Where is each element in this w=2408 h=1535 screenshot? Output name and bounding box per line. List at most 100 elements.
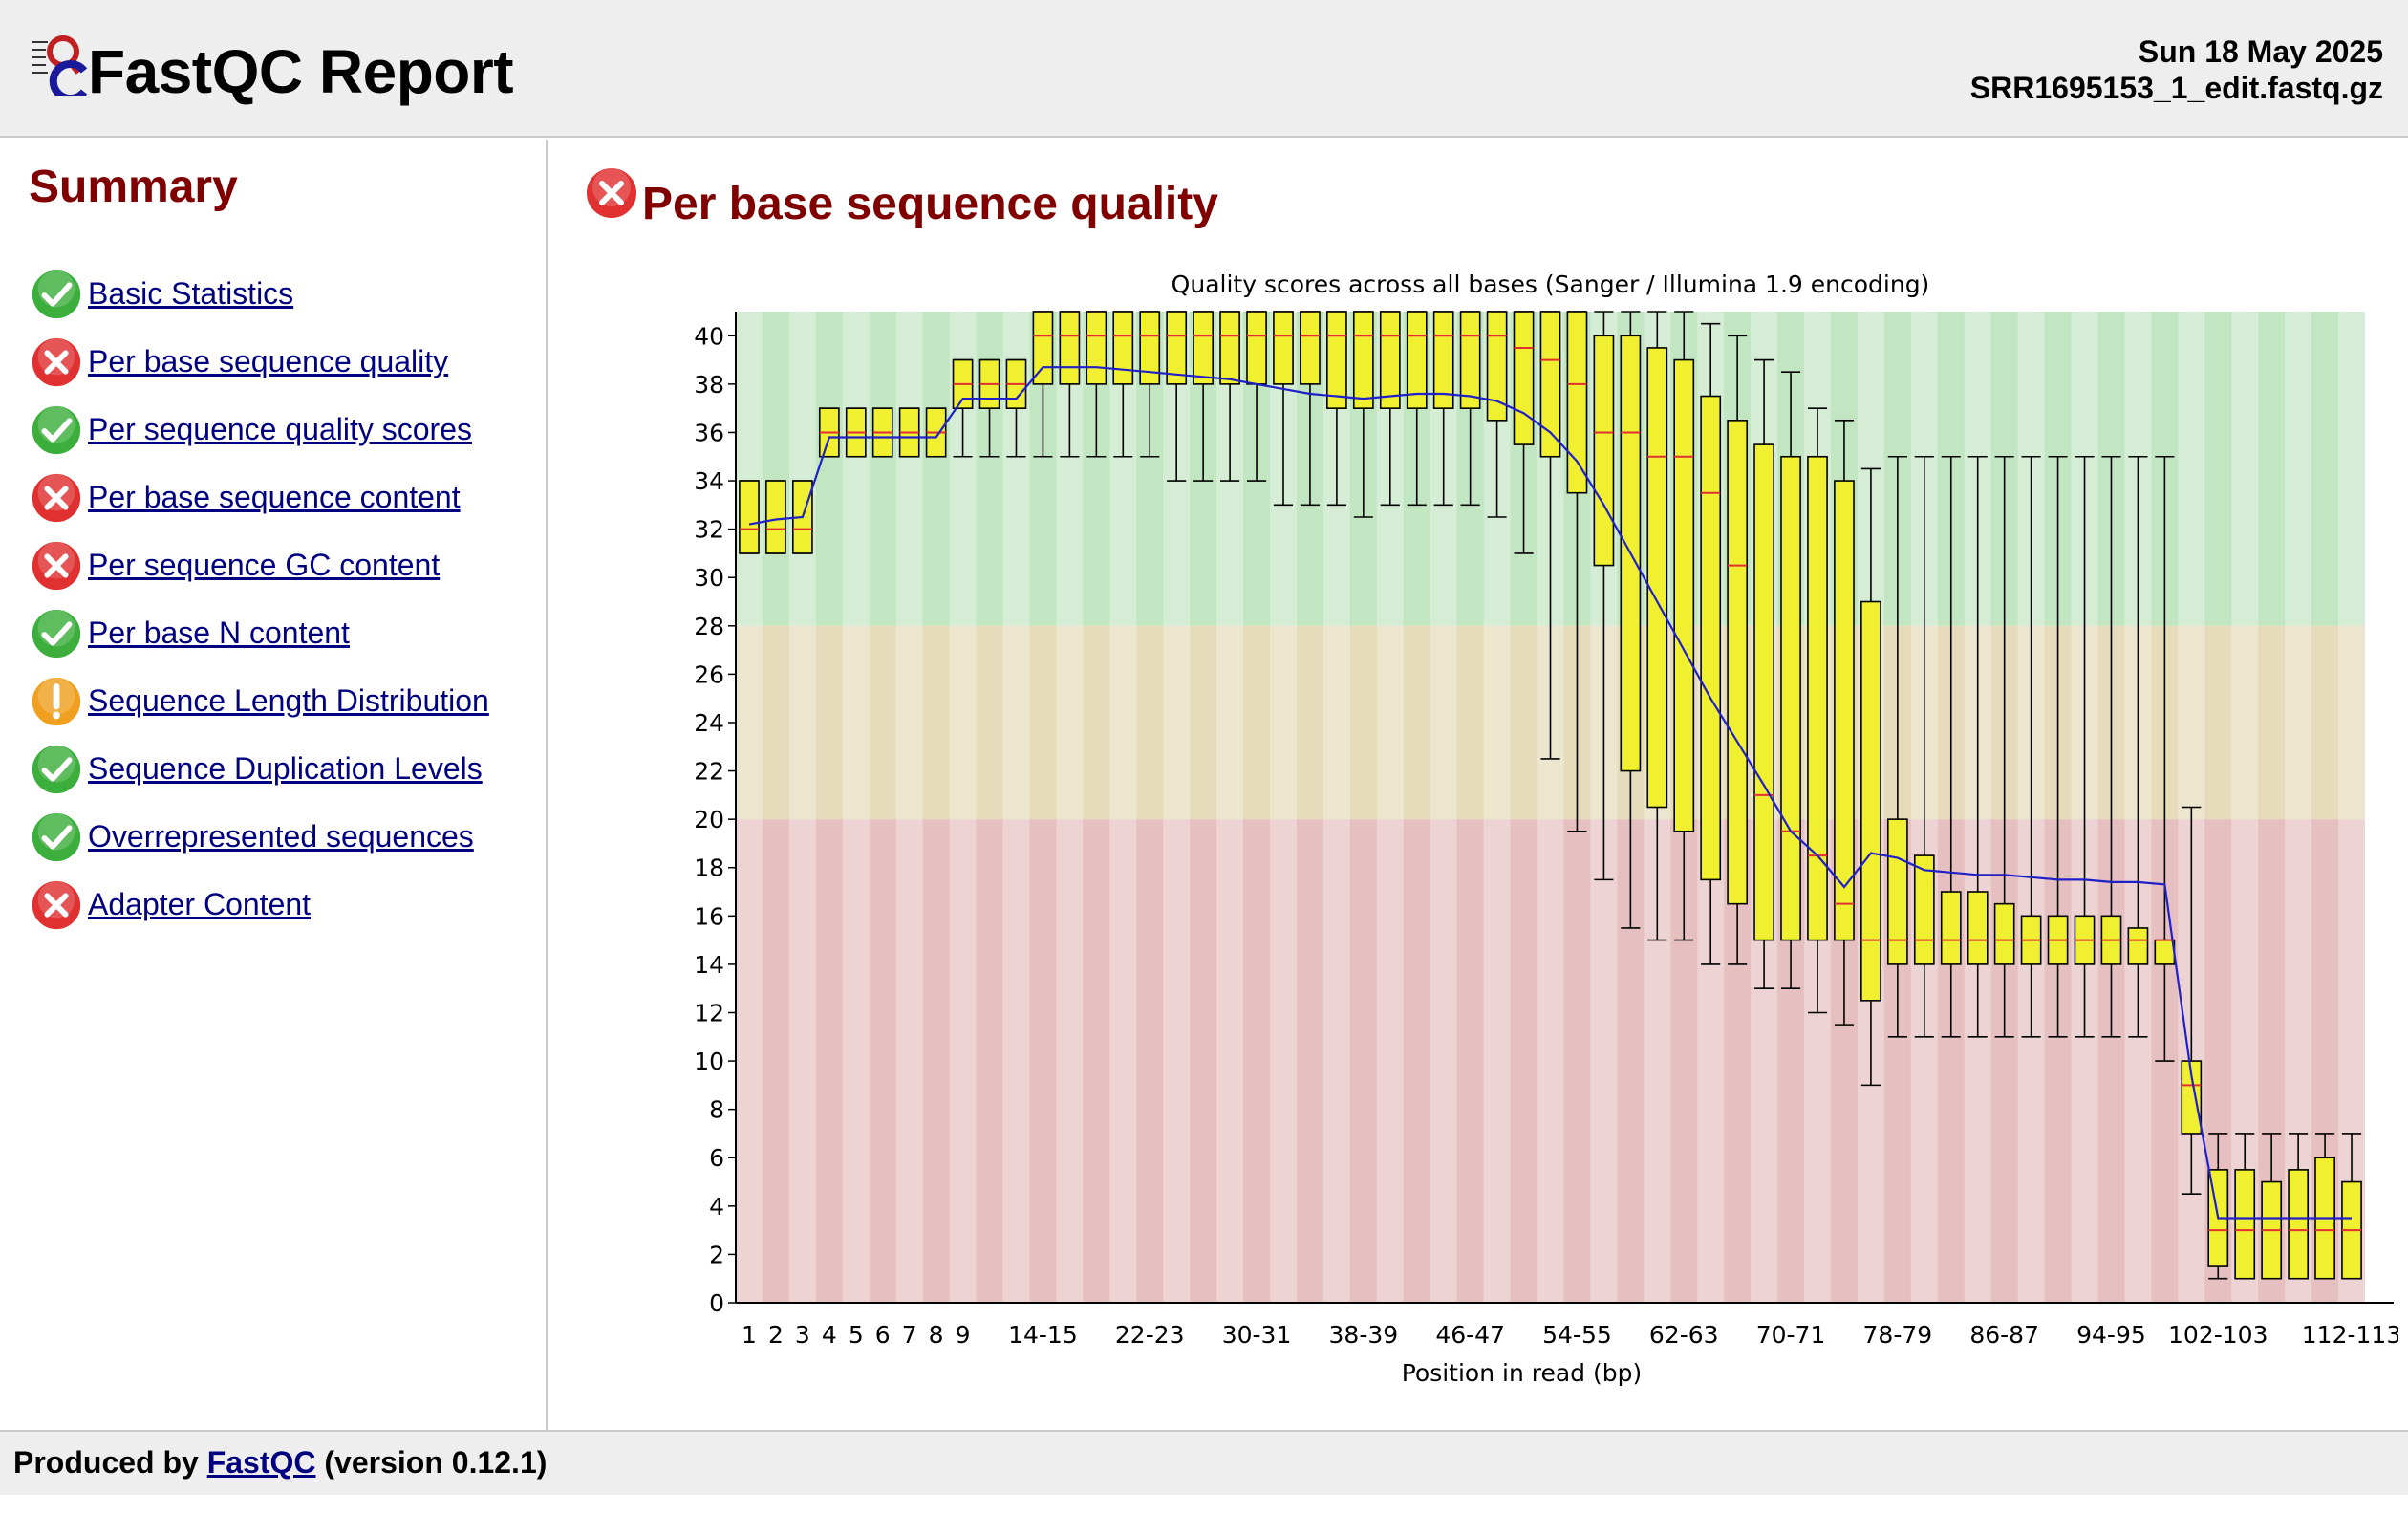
column-stripe [1056, 312, 1084, 1303]
quartile-box [1059, 311, 1081, 385]
report-title: FastQC Report [88, 37, 514, 106]
report-footer: Produced by FastQC (version 0.12.1) [0, 1430, 2408, 1495]
module-item: Adapter Content [29, 871, 489, 939]
quartile-box [1940, 891, 1962, 965]
module-link[interactable]: Sequence Duplication Levels [88, 751, 483, 786]
report-filename: SRR1695153_1_edit.fastq.gz [1969, 70, 2383, 105]
quartile-box [2181, 1060, 2203, 1135]
fail-cross-icon [30, 878, 83, 931]
x-tick-label: 54-55 [1542, 1321, 1612, 1349]
pass-check-icon [30, 607, 83, 659]
y-tick-label: 22 [694, 758, 724, 786]
x-tick-label: 7 [902, 1321, 917, 1349]
quartile-box [1459, 311, 1481, 409]
fastqc-link[interactable]: FastQC [206, 1445, 316, 1480]
module-item: Per sequence quality scores [29, 396, 489, 464]
mean-line [748, 366, 2352, 1220]
quartile-box [1379, 311, 1401, 409]
module-link[interactable]: Sequence Length Distribution [88, 683, 489, 718]
report-meta: Sun 18 May 2025 SRR1695153_1_edit.fastq.… [1970, 34, 2383, 107]
module-item: Per base sequence content [29, 464, 489, 531]
quartile-box [2288, 1169, 2309, 1280]
column-stripe [1002, 312, 1030, 1303]
quartile-box [2154, 939, 2176, 965]
quartile-box [1300, 311, 1321, 385]
quartile-box [1673, 358, 1695, 832]
quartile-box [1593, 335, 1615, 567]
y-tick-label: 34 [694, 467, 724, 495]
y-tick-label: 30 [694, 564, 724, 592]
y-tick-label: 26 [694, 660, 724, 688]
pass-check-icon [30, 811, 83, 863]
module-link[interactable]: Per base N content [88, 616, 350, 650]
summary-title: Summary [29, 162, 238, 212]
quartile-box [1352, 311, 1374, 409]
quartile-box [1166, 311, 1188, 385]
x-tick-label: 14-15 [1008, 1321, 1078, 1349]
column-stripe [1109, 312, 1137, 1303]
x-tick-label: 1 [742, 1321, 757, 1349]
quartile-box [1967, 891, 1989, 965]
y-tick-label: 38 [694, 371, 724, 399]
quartile-box [1753, 443, 1774, 941]
fail-cross-icon [30, 539, 83, 592]
module-link[interactable]: Per base sequence content [88, 480, 461, 514]
footer-prefix: Produced by [13, 1445, 199, 1480]
module-item: Sequence Duplication Levels [29, 735, 489, 803]
module-link[interactable]: Per sequence GC content [88, 548, 441, 582]
y-tick-label: 40 [694, 322, 724, 350]
chart-title: Quality scores across all bases (Sanger … [1172, 270, 1930, 298]
column-stripe [788, 312, 816, 1303]
x-tick-label: 46-47 [1435, 1321, 1505, 1349]
pass-check-icon [30, 268, 83, 320]
y-tick-label: 18 [694, 854, 724, 882]
fail-status-icon [585, 166, 638, 220]
module-link[interactable]: Basic Statistics [88, 276, 294, 311]
quartile-box [1566, 311, 1588, 494]
x-tick-label: 6 [875, 1321, 891, 1349]
fail-cross-icon [30, 471, 83, 524]
warning-icon [30, 675, 83, 727]
y-tick-label: 6 [709, 1144, 724, 1172]
x-tick-label: 38-39 [1329, 1321, 1399, 1349]
module-item: Per base sequence quality [29, 328, 489, 396]
module-link[interactable]: Per base sequence quality [88, 344, 449, 378]
quartile-box [739, 480, 760, 554]
footer-version: (version 0.12.1) [324, 1445, 548, 1480]
x-tick-label: 86-87 [1969, 1321, 2039, 1349]
y-tick-label: 4 [709, 1193, 724, 1221]
quartile-box [1273, 311, 1294, 385]
report-header: FastQC Report Sun 18 May 2025 SRR1695153… [0, 0, 2408, 138]
quartile-box [1834, 480, 1855, 941]
x-tick-label: 112-113 [2302, 1321, 2398, 1349]
fastqc-logo-icon [32, 35, 88, 96]
x-tick-label: 70-71 [1756, 1321, 1826, 1349]
column-stripe [842, 312, 870, 1303]
module-item: Per base N content [29, 599, 489, 667]
x-tick-label: 62-63 [1649, 1321, 1719, 1349]
quartile-box [1727, 420, 1749, 905]
x-tick-label: 102-103 [2168, 1321, 2268, 1349]
module-link[interactable]: Per sequence quality scores [88, 412, 472, 446]
y-tick-label: 24 [694, 709, 724, 737]
pass-check-icon [30, 743, 83, 795]
y-tick-label: 12 [694, 999, 724, 1027]
quartile-box [1032, 311, 1054, 385]
fail-cross-icon [30, 335, 83, 388]
quartile-box [1646, 347, 1668, 809]
quartile-box [1780, 455, 1801, 941]
module-list: Basic Statistics Per base sequence qualit… [29, 260, 489, 939]
x-axis-label: Position in read (bp) [1402, 1359, 1643, 1387]
column-stripe [736, 312, 763, 1303]
x-tick-label: 78-79 [1863, 1321, 1933, 1349]
x-tick-label: 30-31 [1222, 1321, 1292, 1349]
quartile-box [1086, 311, 1107, 385]
x-tick-label: 5 [849, 1321, 864, 1349]
module-link[interactable]: Adapter Content [88, 887, 312, 921]
module-link[interactable]: Overrepresented sequences [88, 819, 474, 854]
quartile-box [2127, 927, 2149, 965]
module-item: Sequence Length Distribution [29, 667, 489, 735]
y-tick-label: 20 [694, 806, 724, 833]
y-tick-label: 14 [694, 951, 724, 979]
